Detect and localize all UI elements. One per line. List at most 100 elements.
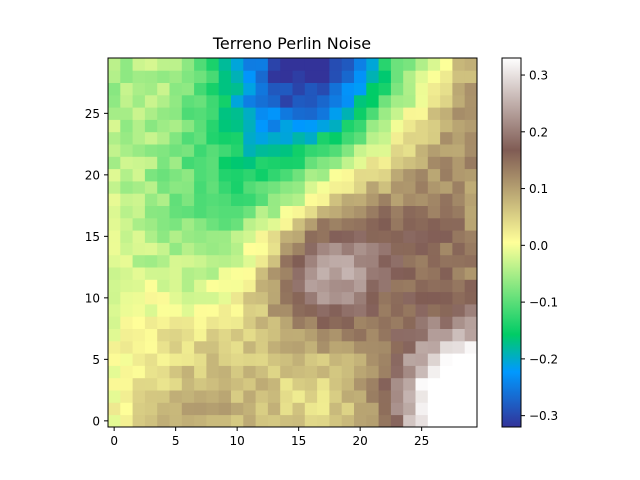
heatmap-cell: [218, 304, 232, 317]
heatmap-cell: [427, 291, 441, 305]
heatmap-cell: [304, 168, 318, 182]
heatmap-cell: [317, 181, 330, 194]
heatmap-cell: [169, 267, 183, 280]
heatmap-cell: [132, 316, 146, 329]
heatmap-cell: [440, 230, 453, 243]
heatmap-cell: [440, 316, 453, 329]
heatmap-cell: [267, 70, 281, 83]
heatmap-cell: [452, 168, 466, 182]
heatmap-cell: [169, 242, 183, 256]
heatmap-cell: [366, 70, 379, 83]
heatmap-cell: [267, 131, 281, 145]
heatmap-cell: [243, 156, 256, 170]
heatmap-cell: [317, 70, 330, 83]
heatmap-cell: [366, 119, 379, 133]
heatmap-cell: [378, 254, 392, 268]
heatmap-cell: [464, 217, 478, 231]
x-axis: 0 5 10 15 20 25: [110, 427, 429, 448]
heatmap-cell: [354, 168, 367, 182]
heatmap-cell: [157, 279, 170, 293]
heatmap-cell: [108, 181, 121, 194]
heatmap-cell: [157, 340, 170, 354]
heatmap-cell: [181, 131, 195, 145]
heatmap-cell: [243, 217, 256, 231]
heatmap-cell: [366, 205, 379, 219]
heatmap-cell: [427, 205, 441, 219]
heatmap-cell: [329, 230, 343, 243]
heatmap-cell: [231, 107, 244, 120]
heatmap-cell: [144, 328, 158, 342]
heatmap-cell: [390, 119, 404, 133]
heatmap-cell: [194, 193, 207, 206]
heatmap-cell: [427, 156, 441, 170]
heatmap-cell: [427, 181, 441, 194]
heatmap-cell: [452, 144, 466, 157]
heatmap-cell: [280, 217, 293, 231]
chart-title: Terreno Perlin Noise: [212, 34, 371, 53]
heatmap-cell: [378, 217, 392, 231]
heatmap-cell: [415, 402, 429, 416]
heatmap-cell: [366, 181, 379, 194]
heatmap-cell: [181, 217, 195, 231]
heatmap-cell: [255, 328, 269, 342]
heatmap-cell: [292, 193, 306, 206]
heatmap-cell: [120, 353, 133, 366]
heatmap-cell: [464, 168, 478, 182]
heatmap-cell: [329, 390, 343, 403]
heatmap-cell: [317, 267, 330, 280]
y-tick-label: 20: [85, 168, 100, 182]
heatmap-cell: [144, 181, 158, 194]
heatmap-cell: [255, 291, 269, 305]
heatmap-cell: [157, 70, 170, 83]
heatmap-cell: [120, 230, 133, 243]
heatmap-cell: [354, 377, 367, 391]
heatmap-cell: [108, 82, 121, 96]
heatmap-cell: [132, 254, 146, 268]
heatmap-cell: [329, 279, 343, 293]
heatmap-cell: [194, 230, 207, 243]
heatmap-cell: [317, 340, 330, 354]
heatmap-cell: [427, 304, 441, 317]
heatmap-cell: [231, 94, 244, 108]
heatmap-cell: [452, 82, 466, 96]
heatmap-cell: [341, 242, 355, 256]
heatmap-cell: [452, 230, 466, 243]
heatmap-cell: [267, 304, 281, 317]
heatmap-cell: [169, 279, 183, 293]
heatmap-cell: [378, 402, 392, 416]
heatmap-cell: [280, 107, 293, 120]
heatmap-cell: [403, 205, 416, 219]
heatmap-cell: [304, 144, 318, 157]
heatmap-cell: [403, 107, 416, 120]
heatmap-cell: [144, 217, 158, 231]
heatmap-cell: [169, 70, 183, 83]
heatmap-cell: [452, 365, 466, 379]
heatmap-cell: [415, 230, 429, 243]
heatmap-cell: [415, 119, 429, 133]
heatmap-cell: [304, 107, 318, 120]
heatmap-cell: [440, 390, 453, 403]
heatmap-cell: [341, 390, 355, 403]
heatmap-cell: [341, 254, 355, 268]
heatmap-cell: [427, 82, 441, 96]
x-tick-label: 20: [353, 434, 368, 448]
heatmap-cell: [354, 82, 367, 96]
heatmap-cell: [194, 168, 207, 182]
heatmap-cell: [378, 377, 392, 391]
heatmap-cell: [132, 291, 146, 305]
heatmap-cell: [206, 254, 220, 268]
heatmap-cell: [280, 58, 293, 71]
heatmap-cell: [157, 365, 170, 379]
heatmap-cell: [194, 377, 207, 391]
heatmap-cell: [415, 205, 429, 219]
heatmap-cell: [132, 82, 146, 96]
heatmap-cell: [181, 304, 195, 317]
heatmap-cell: [108, 267, 121, 280]
heatmap-cell: [292, 414, 306, 428]
heatmap-cell: [354, 205, 367, 219]
heatmap-cell: [427, 377, 441, 391]
heatmap-cell: [427, 242, 441, 256]
heatmap-cell: [120, 94, 133, 108]
heatmap-cell: [354, 353, 367, 366]
heatmap-cell: [341, 279, 355, 293]
